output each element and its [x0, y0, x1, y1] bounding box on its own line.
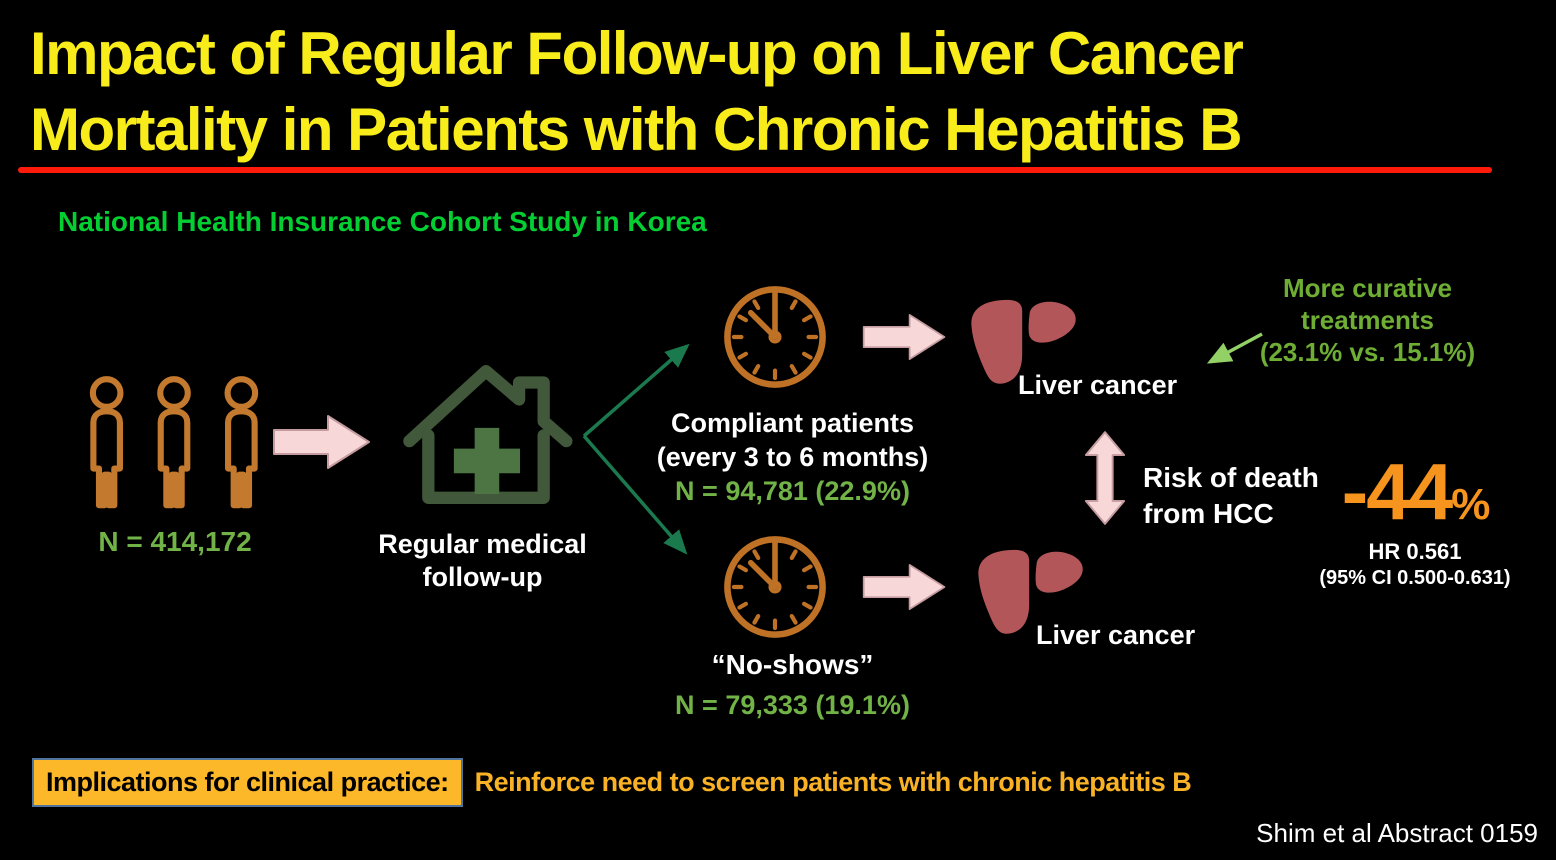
compliant-group-label: Compliant patients (every 3 to 6 months)…	[635, 406, 950, 508]
result-number: -44	[1341, 447, 1454, 536]
result-confidence-interval: (95% CI 0.500-0.631)	[1319, 567, 1511, 589]
noshows-group-label: “No-shows” N = 79,333 (19.1%)	[635, 648, 950, 722]
implications-message: Reinforce need to screen patients with c…	[474, 767, 1192, 797]
result-hazard-ratio: HR 0.561	[1368, 539, 1462, 564]
implications-bar: Implications for clinical practice: Rein…	[32, 758, 1192, 807]
compliant-frequency: (every 3 to 6 months)	[656, 442, 929, 472]
liver-icon	[971, 299, 1076, 384]
compliant-n-label: N = 94,781 (22.9%)	[675, 476, 910, 506]
title-underline	[18, 167, 1492, 173]
followup-label: Regular medical follow-up	[360, 528, 605, 594]
curative-note-line1: More curative	[1282, 273, 1453, 303]
risk-double-arrow-icon	[1084, 431, 1126, 525]
risk-label-line1: Risk of death	[1143, 462, 1319, 493]
implications-label-box: Implications for clinical practice:	[32, 758, 463, 807]
noshows-clock-icon	[724, 536, 826, 638]
compliant-outcome-label: Liver cancer	[1018, 370, 1178, 400]
risk-label: Risk of death from HCC	[1143, 460, 1319, 532]
cohort-n-label: N = 414,172	[98, 526, 252, 557]
followup-label-line2: follow-up	[422, 562, 543, 592]
medical-center-icon	[403, 364, 573, 504]
risk-label-line2: from HCC	[1143, 498, 1274, 529]
result-value: -44%	[1290, 450, 1540, 547]
noshows-n-label: N = 79,333 (19.1%)	[675, 690, 910, 720]
compliant-title: Compliant patients	[670, 408, 914, 438]
credit-text: Shim et al Abstract 0159	[1256, 818, 1538, 848]
flow-arrow-icon	[862, 314, 946, 360]
page-title-line1: Impact of Regular Follow-up on Liver Can…	[30, 20, 1244, 87]
page-title: Impact of Regular Follow-up on Liver Can…	[30, 16, 1244, 168]
curative-note-line3: (23.1% vs. 15.1%)	[1259, 337, 1476, 367]
curative-note-line2: treatments	[1301, 305, 1434, 335]
liver-icon	[978, 549, 1083, 634]
flow-arrow-icon	[862, 564, 946, 610]
result-block: -44% HR 0.561 (95% CI 0.500-0.631)	[1290, 450, 1540, 590]
page-title-line2: Mortality in Patients with Chronic Hepat…	[30, 96, 1243, 163]
study-subtitle: National Health Insurance Cohort Study i…	[58, 206, 707, 237]
result-percent-sign: %	[1451, 480, 1490, 529]
noshows-outcome-label: Liver cancer	[1036, 620, 1196, 650]
curative-pointer-icon	[1206, 332, 1263, 364]
followup-label-line1: Regular medical	[378, 529, 587, 559]
curative-note: More curative treatments (23.1% vs. 15.1…	[1235, 272, 1500, 368]
noshows-title: “No-shows”	[711, 649, 874, 680]
flow-arrow-icon	[273, 415, 370, 469]
compliant-clock-icon	[724, 286, 826, 388]
branch-arrows-icon	[582, 343, 690, 555]
patients-group-icon	[89, 376, 259, 509]
